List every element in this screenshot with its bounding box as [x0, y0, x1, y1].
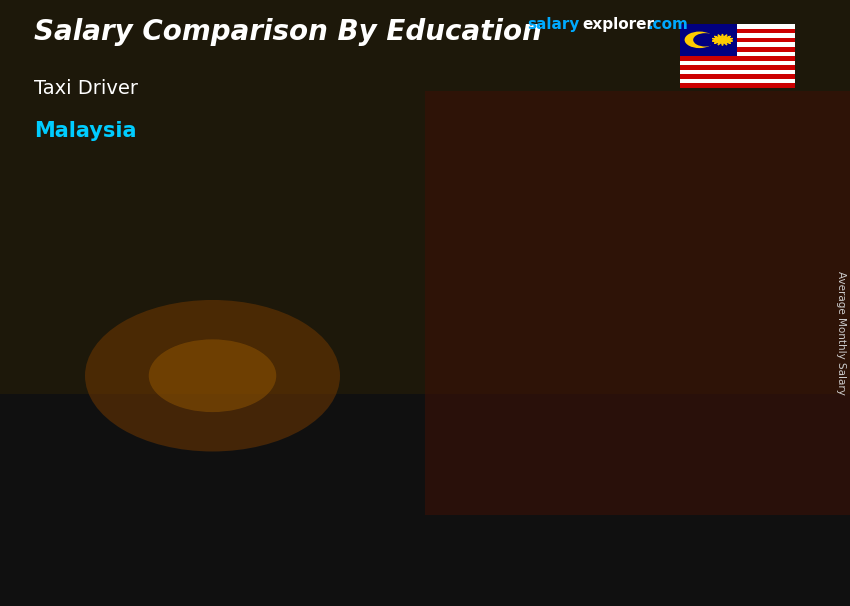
Text: Bachelor's
Degree: Bachelor's Degree: [609, 561, 706, 600]
Text: 1,400 MYR: 1,400 MYR: [34, 401, 126, 416]
Bar: [680, 56, 795, 61]
Polygon shape: [365, 361, 493, 365]
Circle shape: [694, 33, 717, 47]
Bar: [0, 0, 850, 394]
Polygon shape: [593, 281, 697, 533]
Polygon shape: [468, 361, 493, 533]
Bar: [680, 75, 795, 79]
Polygon shape: [593, 275, 722, 281]
Ellipse shape: [149, 339, 276, 412]
Bar: [680, 61, 795, 65]
Bar: [680, 24, 737, 56]
Text: explorer: explorer: [582, 17, 654, 32]
Bar: [680, 38, 795, 42]
Text: Average Monthly Salary: Average Monthly Salary: [836, 271, 846, 395]
Bar: [680, 33, 795, 38]
Bar: [680, 70, 795, 75]
Text: 3,180 MYR: 3,180 MYR: [616, 259, 707, 275]
Bar: [680, 47, 795, 52]
Text: +50%: +50%: [486, 238, 575, 265]
Bar: [680, 79, 795, 84]
Polygon shape: [136, 419, 265, 422]
Text: Certificate or
Diploma: Certificate or Diploma: [367, 561, 491, 600]
Text: 2,120 MYR: 2,120 MYR: [366, 344, 458, 359]
Ellipse shape: [85, 300, 340, 451]
Bar: [0, 394, 850, 606]
Text: salary: salary: [527, 17, 580, 32]
Polygon shape: [136, 422, 240, 533]
Bar: [680, 84, 795, 88]
Bar: [425, 91, 850, 515]
Bar: [680, 52, 795, 56]
Text: +51%: +51%: [258, 330, 347, 358]
Polygon shape: [697, 275, 722, 533]
Text: High School: High School: [144, 561, 256, 579]
Text: Malaysia: Malaysia: [34, 121, 137, 141]
Polygon shape: [240, 419, 265, 533]
Polygon shape: [365, 365, 468, 533]
Text: Taxi Driver: Taxi Driver: [34, 79, 138, 98]
Text: .com: .com: [648, 17, 689, 32]
Polygon shape: [712, 34, 733, 45]
Circle shape: [684, 32, 714, 48]
Text: Salary Comparison By Education: Salary Comparison By Education: [34, 18, 542, 46]
Bar: [680, 29, 795, 33]
Bar: [680, 42, 795, 47]
Bar: [680, 65, 795, 70]
Bar: [680, 24, 795, 28]
